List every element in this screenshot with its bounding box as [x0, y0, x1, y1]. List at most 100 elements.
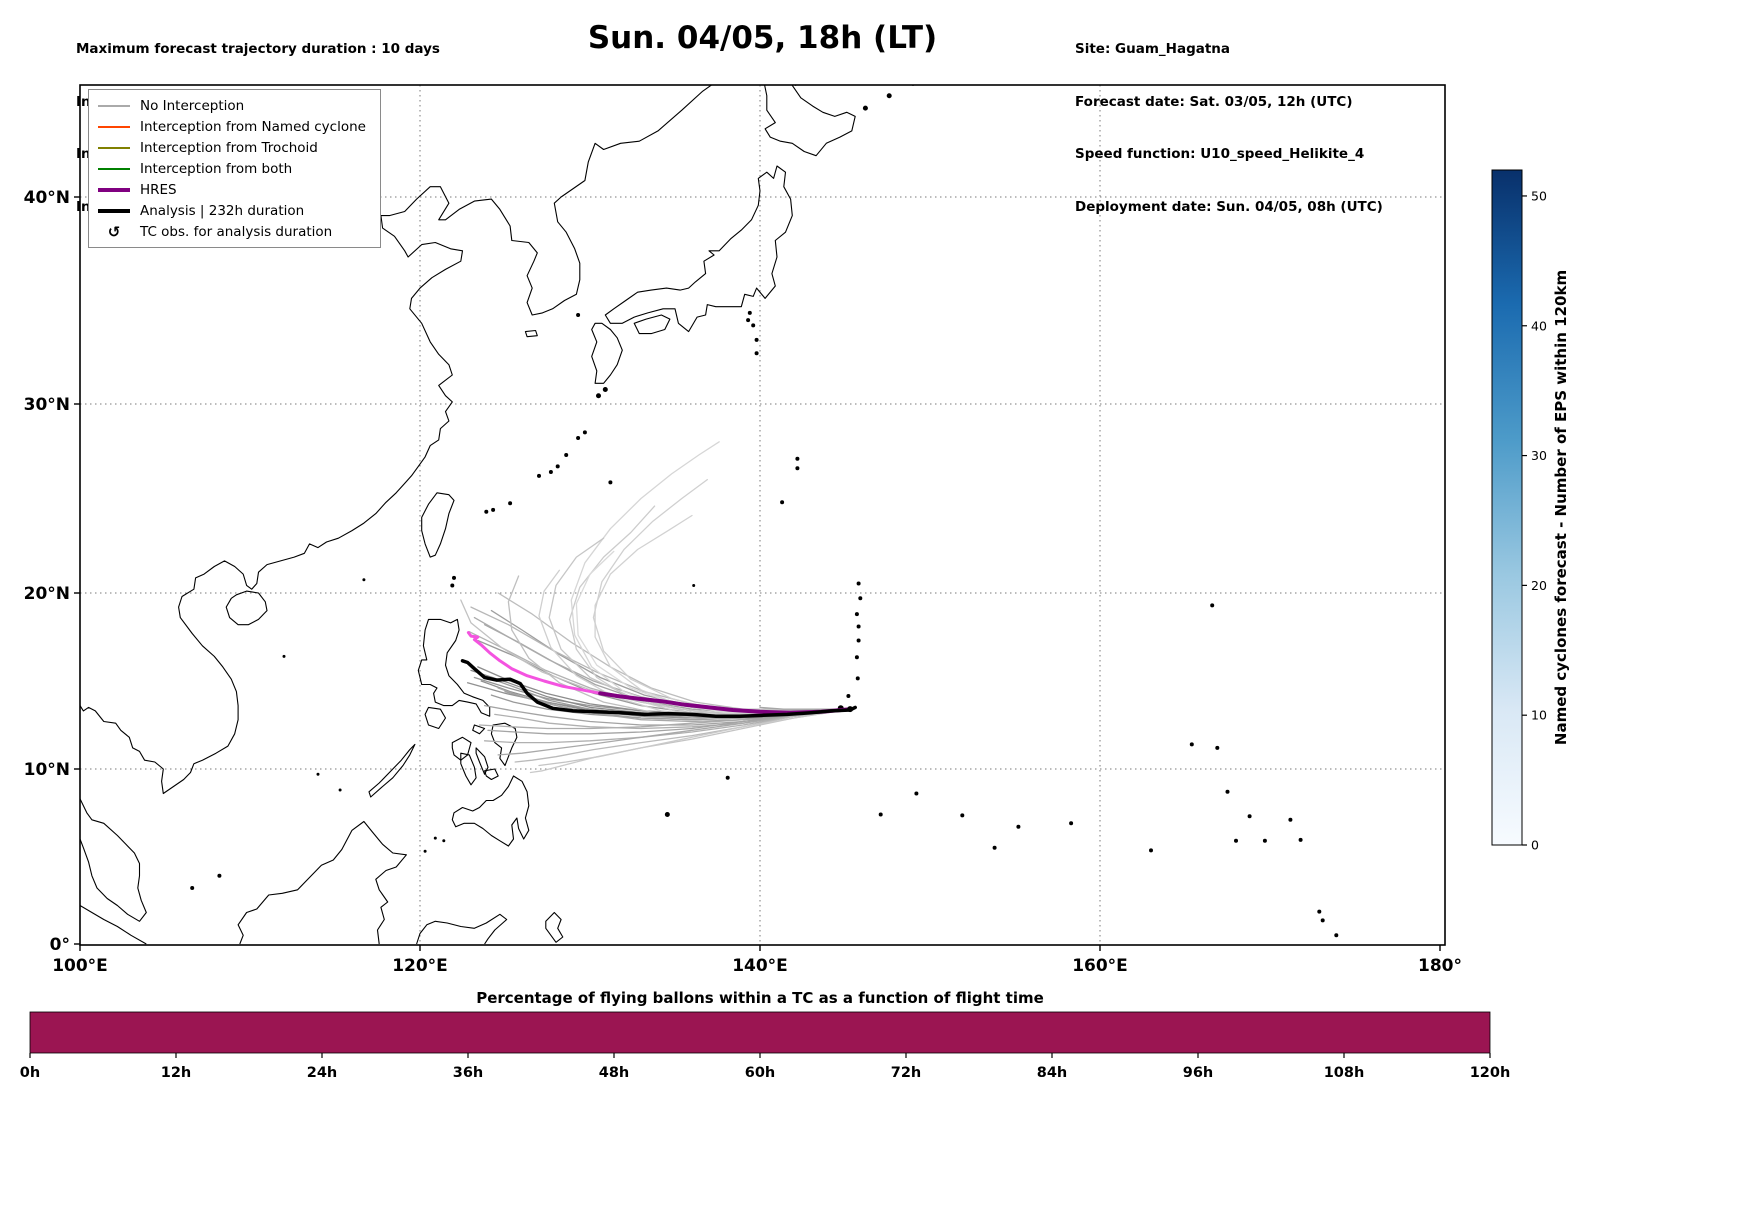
island-dot	[1210, 603, 1215, 608]
island-dot	[1247, 814, 1252, 819]
coastline	[604, 165, 793, 333]
island-dot	[856, 638, 861, 643]
legend-item-tc-obs: ↺ TC obs. for analysis duration	[98, 221, 366, 242]
legend-item: Interception from both	[98, 158, 366, 179]
island-dot	[338, 788, 342, 792]
coastline	[417, 618, 491, 717]
colorbar-tick-label: 50	[1531, 188, 1547, 203]
island-dot	[692, 583, 696, 587]
coastline	[237, 820, 407, 945]
x-tick-label: 140°E	[732, 956, 788, 976]
coastline	[490, 722, 518, 767]
ensemble-track	[568, 505, 851, 717]
island-dot	[1262, 838, 1267, 843]
speed-function-line: Speed function: U10_speed_Helikite_4	[1075, 146, 1365, 162]
legend-item: HRES	[98, 179, 366, 200]
flight-bar-tick-label: 96h	[1183, 1065, 1214, 1081]
coastline	[633, 314, 671, 335]
coastline	[475, 747, 489, 775]
island-dot	[780, 500, 785, 505]
ensemble-track	[529, 708, 851, 774]
ensemble-track	[594, 514, 851, 714]
island-dot	[1317, 909, 1322, 914]
island-dot	[795, 456, 800, 461]
island-dot	[1298, 837, 1303, 842]
flight-bar-tick-label: 24h	[307, 1065, 338, 1081]
legend-line-swatch	[98, 187, 130, 192]
tc-obs-icon: ↺	[107, 222, 121, 241]
coastline	[80, 905, 147, 945]
page-title: Sun. 04/05, 18h (LT)	[587, 20, 938, 56]
site-line: Site: Guam_Hagatna	[1075, 41, 1231, 57]
legend-line-swatch	[98, 146, 130, 149]
coastline	[421, 492, 455, 558]
coastline	[424, 706, 447, 730]
island-dot	[1016, 824, 1021, 829]
island-dot	[491, 507, 496, 512]
island-dot	[423, 849, 427, 853]
island-dot	[914, 791, 919, 796]
island-dot	[862, 105, 868, 111]
island-dot	[1149, 848, 1153, 853]
legend-item-label: Interception from Trochoid	[140, 139, 318, 156]
legend-item-label: Interception from Named cyclone	[140, 118, 366, 135]
coastline	[545, 911, 564, 943]
legend: No Interception Interception from Named c…	[88, 89, 381, 248]
hres-west-track	[466, 631, 602, 695]
legend-line-swatch	[98, 208, 130, 213]
flight-bar-tick-label: 120h	[1470, 1065, 1511, 1081]
island-dot	[576, 436, 581, 441]
island-dot	[886, 93, 892, 99]
coastline	[80, 85, 713, 795]
max-duration-line: Maximum forecast trajectory duration : 1…	[76, 41, 440, 57]
island-dot	[1288, 817, 1293, 822]
coastline	[80, 798, 147, 922]
colorbar-tick-label: 20	[1531, 578, 1547, 593]
island-dot	[537, 473, 541, 478]
flight-time-bar	[29, 1011, 1491, 1054]
legend-line-swatch	[98, 125, 130, 128]
legend-line-swatch	[98, 104, 130, 107]
island-dot	[316, 772, 320, 776]
legend-item: Interception from Named cyclone	[98, 116, 366, 137]
deployment-origin-point	[847, 706, 854, 713]
island-dot	[548, 470, 553, 475]
island-dot	[795, 466, 800, 471]
island-dot	[608, 480, 613, 485]
colorbar-axis-label: Named cyclones forecast - Number of EPS …	[1552, 270, 1570, 745]
coastline	[472, 724, 486, 735]
island-dot	[564, 453, 569, 458]
y-tick-label: 30°N	[24, 395, 70, 415]
island-dot	[878, 812, 883, 817]
island-dot	[746, 318, 751, 323]
legend-item: Analysis | 232h duration	[98, 200, 366, 221]
legend-line-swatch	[98, 167, 130, 170]
island-dot	[664, 812, 670, 817]
legend-item-label: TC obs. for analysis duration	[140, 223, 333, 240]
island-dot	[602, 387, 608, 393]
colorbar	[1491, 169, 1523, 846]
island-dot	[433, 836, 437, 840]
island-dot	[1069, 821, 1074, 826]
flight-bar-tick-label: 84h	[1037, 1065, 1068, 1081]
island-dot	[484, 509, 489, 514]
x-tick-label: 160°E	[1072, 956, 1128, 976]
legend-item-label: HRES	[140, 181, 177, 198]
flight-bar-tick-label: 48h	[599, 1065, 630, 1081]
island-dot	[1334, 933, 1339, 938]
legend-item-label: Interception from both	[140, 160, 293, 177]
deployment-date-line: Deployment date: Sun. 04/05, 08h (UTC)	[1075, 198, 1383, 215]
island-dot	[555, 464, 560, 469]
island-dot	[725, 775, 730, 780]
coastline	[484, 768, 499, 781]
flight-bar-tick-label: 108h	[1324, 1065, 1365, 1081]
island-dot	[751, 323, 756, 328]
x-tick-label: 100°E	[52, 956, 108, 976]
island-dot	[190, 886, 195, 890]
island-dot	[596, 393, 601, 399]
coastline	[460, 752, 477, 786]
island-dot	[858, 596, 863, 601]
x-tick-label: 180°	[1418, 956, 1462, 976]
